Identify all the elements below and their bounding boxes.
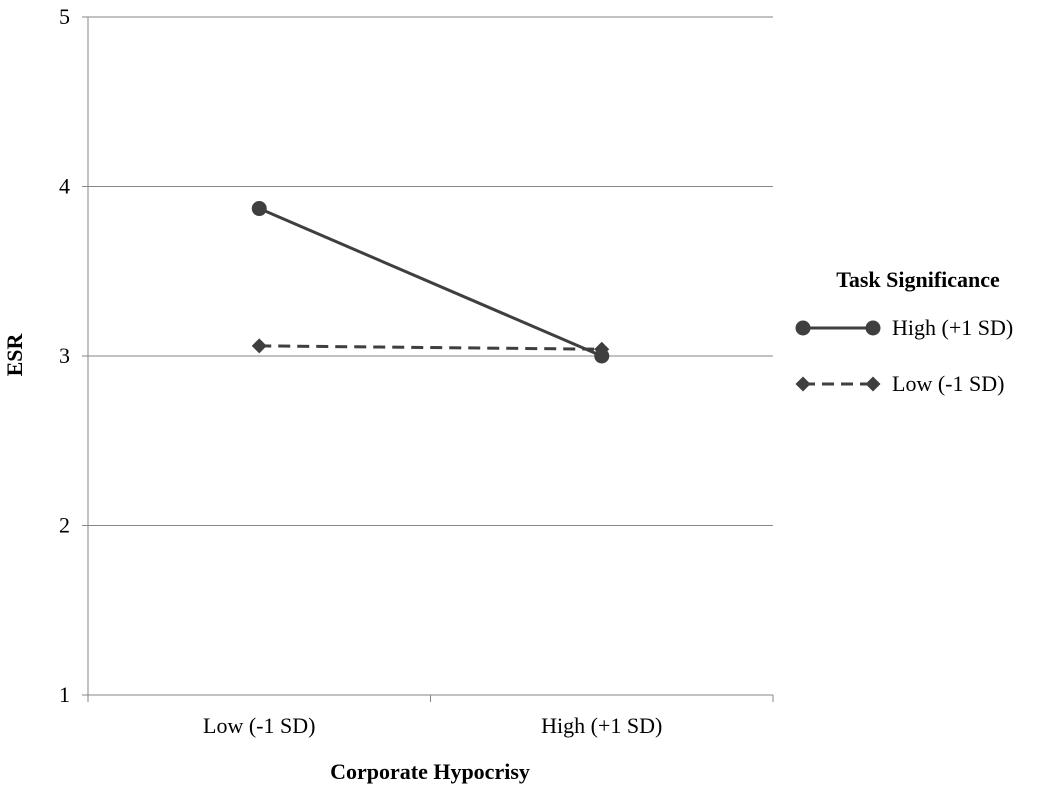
legend-marker-start-1	[795, 376, 811, 392]
x-tick-labels: Low (-1 SD) High (+1 SD)	[203, 713, 662, 738]
legend-marker-start-0	[795, 320, 811, 336]
series-group	[251, 201, 610, 364]
x-axis-title: Corporate Hypocrisy	[330, 759, 530, 784]
gridlines	[88, 16, 773, 526]
legend-marker-end-1	[865, 376, 881, 392]
axes	[82, 16, 774, 702]
data-point-s0-0	[251, 201, 267, 217]
y-tick-label-3: 3	[59, 343, 70, 368]
legend-marker-end-0	[865, 320, 881, 336]
y-tick-labels: 1 2 3 4 5	[59, 4, 70, 707]
y-tick-label-1: 1	[59, 682, 70, 707]
series-line-1	[259, 344, 602, 351]
y-tick-label-4: 4	[59, 174, 70, 199]
series-line-0	[258, 207, 603, 358]
x-tick-label-1: High (+1 SD)	[541, 713, 662, 738]
y-tick-label-5: 5	[59, 4, 70, 29]
data-point-s1-1	[594, 341, 610, 357]
legend-title: Task Significance	[836, 267, 1000, 292]
legend-label-0: High (+1 SD)	[892, 315, 1013, 340]
y-axis-title: ESR	[2, 332, 27, 376]
y-tick-label-2: 2	[59, 513, 70, 538]
data-point-s1-0	[251, 338, 267, 354]
legend-label-1: Low (-1 SD)	[892, 371, 1004, 396]
legend: Task Significance High (+1 SD) Low (-1 SD…	[795, 267, 1013, 396]
x-tick-label-0: Low (-1 SD)	[203, 713, 315, 738]
